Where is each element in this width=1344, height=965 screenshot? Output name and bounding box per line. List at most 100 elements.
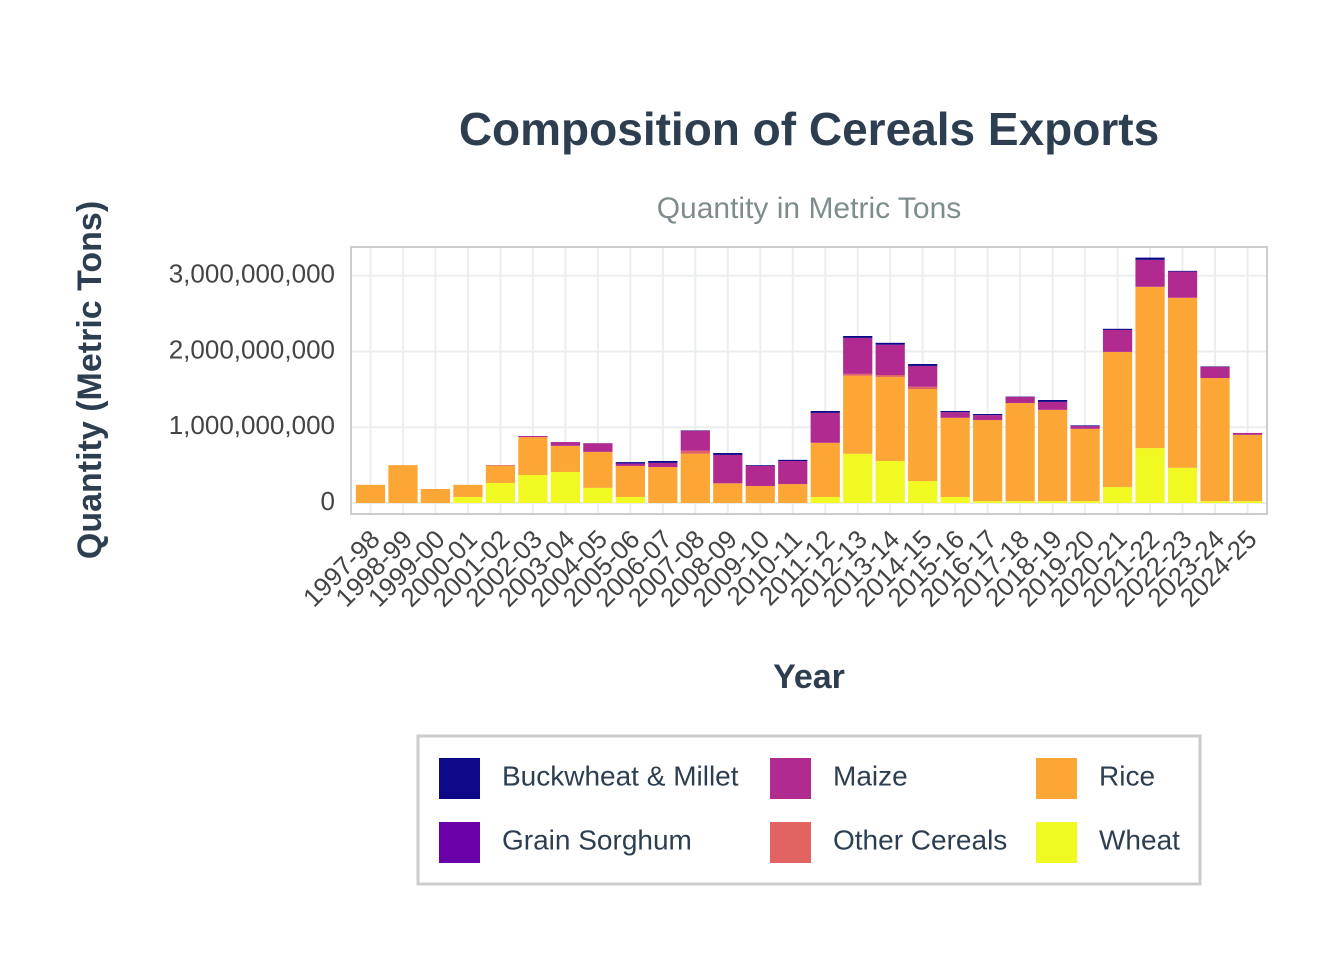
bar-segment — [811, 413, 840, 443]
bar-segment — [778, 484, 807, 503]
bar-segment — [778, 460, 807, 461]
bar-segment — [1200, 367, 1229, 378]
bar-segment — [1006, 403, 1035, 501]
y-tick-label: 3,000,000,000 — [169, 259, 335, 289]
bar-segment — [876, 343, 905, 345]
bar-segment — [453, 497, 482, 503]
legend-label: Other Cereals — [833, 824, 1007, 855]
bar-segment — [1168, 298, 1197, 468]
chart-title: Composition of Cereals Exports — [459, 103, 1159, 155]
bar-segment — [876, 377, 905, 461]
bar-segment — [681, 431, 710, 451]
bar-segment — [713, 453, 742, 455]
bar-segment — [616, 462, 645, 463]
bar-segment — [1168, 468, 1197, 503]
bar-segment — [1103, 329, 1132, 330]
bar-segment — [713, 455, 742, 483]
bar-segment — [518, 437, 547, 475]
legend-swatch — [770, 822, 811, 863]
legend-label: Grain Sorghum — [502, 824, 692, 855]
y-tick-label: 2,000,000,000 — [169, 334, 335, 364]
bar-segment — [811, 443, 840, 497]
bar-segment — [778, 461, 807, 484]
legend-label: Maize — [833, 760, 908, 791]
bar-segment — [941, 411, 970, 412]
bar-segment — [908, 389, 937, 481]
bar-segment — [1200, 501, 1229, 503]
bar-segment — [1038, 402, 1067, 410]
bar-segment — [518, 475, 547, 503]
legend-swatch — [1036, 822, 1077, 863]
bar-segment — [908, 387, 937, 389]
bar-segment — [973, 415, 1002, 420]
bar-segment — [843, 454, 872, 503]
bar-segment — [648, 463, 677, 467]
bar-segment — [356, 485, 385, 503]
bar-segment — [648, 467, 677, 503]
bar-segment — [1070, 426, 1099, 429]
bar-segment — [843, 338, 872, 374]
bar-segment — [746, 466, 775, 486]
bar-segment — [973, 420, 1002, 501]
bar-segment — [583, 443, 612, 452]
bar-segment — [583, 488, 612, 503]
bar-segment — [973, 414, 1002, 415]
bar-segment — [1103, 330, 1132, 352]
bar-segment — [616, 497, 645, 503]
bar-segment — [486, 483, 515, 503]
bar-segment — [843, 336, 872, 338]
bar-segment — [486, 466, 515, 483]
bar-segment — [583, 452, 612, 488]
bar-segment — [1233, 501, 1262, 503]
bar-segment — [551, 442, 580, 446]
bar-segment — [1168, 272, 1197, 298]
chart-subtitle: Quantity in Metric Tons — [657, 192, 962, 225]
bar-segment — [811, 497, 840, 503]
y-tick-label: 0 — [321, 486, 335, 516]
bar-segment — [908, 366, 937, 387]
bar-segment — [1135, 260, 1164, 287]
bar-segment — [1233, 433, 1262, 435]
bar-segment — [941, 418, 970, 497]
bar-segment — [908, 364, 937, 366]
bar-segment — [616, 464, 645, 466]
bar-segment — [746, 486, 775, 503]
bar-segment — [1070, 429, 1099, 501]
bar-segment — [616, 463, 645, 464]
bar-segment — [713, 483, 742, 503]
bar-segment — [843, 374, 872, 376]
bar-segment — [1233, 435, 1262, 501]
bar-segment — [1070, 425, 1099, 426]
x-axis-title: Year — [773, 658, 845, 696]
bar-segment — [1038, 410, 1067, 501]
bar-segment — [388, 465, 417, 503]
bar-segment — [1135, 258, 1164, 260]
bar-segment — [551, 446, 580, 472]
legend-label: Buckwheat & Millet — [502, 760, 739, 791]
bar-segment — [1135, 448, 1164, 503]
bar-segment — [453, 485, 482, 497]
bar-segment — [908, 481, 937, 503]
bar-segment — [1038, 400, 1067, 402]
bar-segment — [1006, 501, 1035, 503]
bar-segment — [421, 489, 450, 503]
bar-segment — [973, 501, 1002, 503]
y-tick-label: 1,000,000,000 — [169, 410, 335, 440]
bar-segment — [1103, 487, 1132, 503]
bar-segment — [681, 451, 710, 454]
bar-segment — [616, 466, 645, 497]
bar-segment — [1200, 378, 1229, 501]
bar-segment — [941, 497, 970, 503]
bar-segment — [843, 376, 872, 454]
bar-segment — [1168, 271, 1197, 272]
legend-swatch — [770, 758, 811, 799]
bar-segment — [551, 472, 580, 503]
y-axis-title: Quantity (Metric Tons) — [71, 201, 109, 559]
bar-segment — [681, 454, 710, 503]
bar-segment — [1070, 501, 1099, 503]
bar-segment — [876, 461, 905, 503]
legend-label: Rice — [1099, 760, 1155, 791]
bar-segment — [1135, 287, 1164, 448]
legend-swatch — [1036, 758, 1077, 799]
